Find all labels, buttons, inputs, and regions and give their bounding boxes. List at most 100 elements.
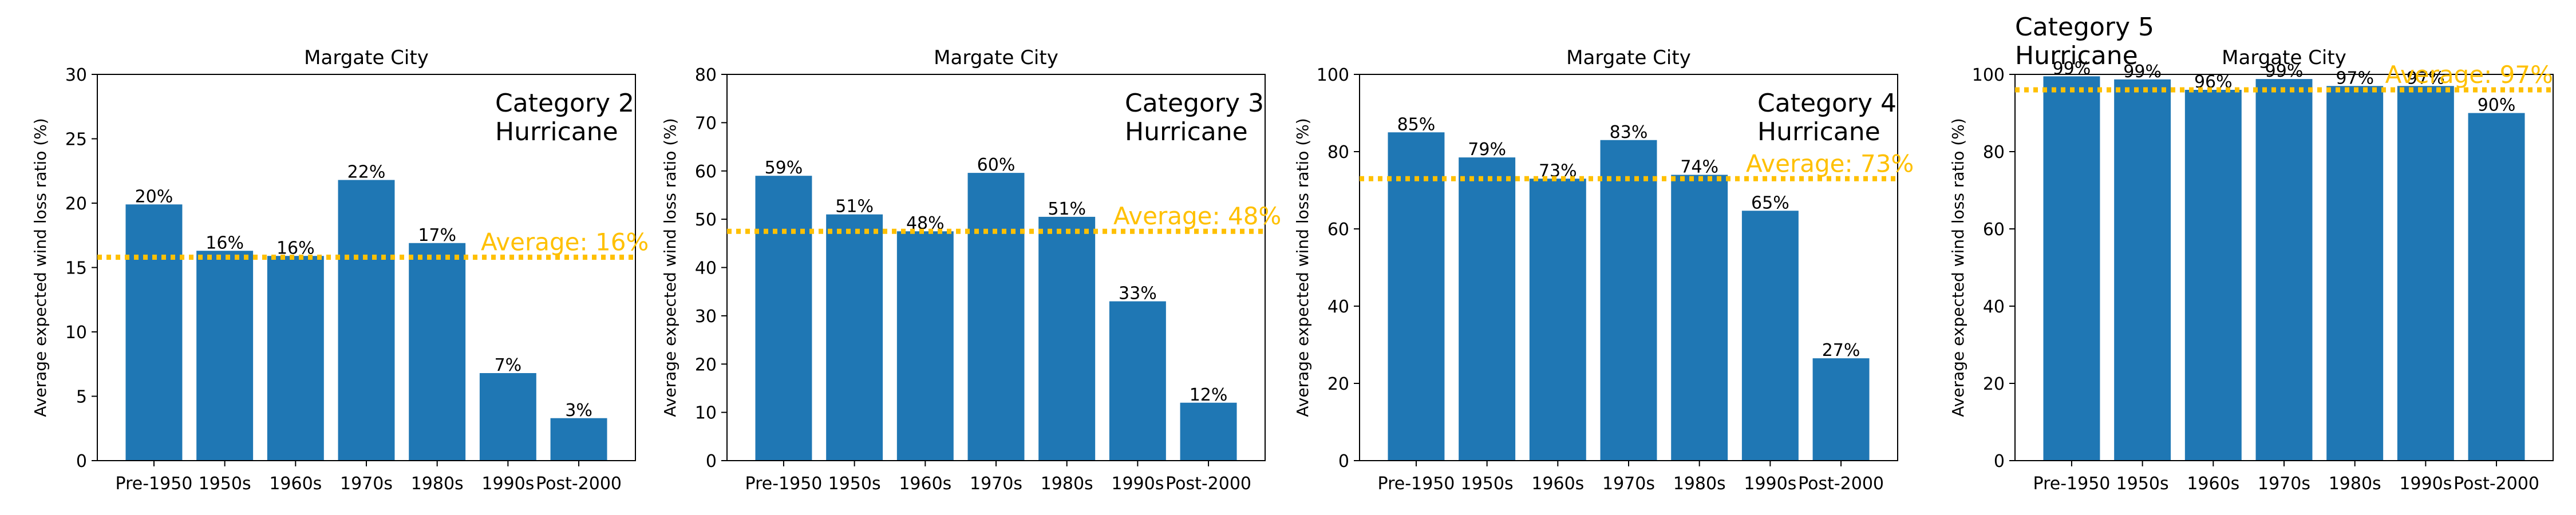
value-label: 99% bbox=[2265, 61, 2304, 81]
x-tick-label: 1970s bbox=[1602, 474, 1655, 494]
bar bbox=[2468, 113, 2525, 461]
value-label: 79% bbox=[1468, 140, 1506, 160]
chart-title: Margate City bbox=[934, 46, 1058, 69]
bar bbox=[1600, 140, 1657, 461]
value-label: 17% bbox=[418, 225, 456, 245]
category-annotation: Hurricane bbox=[495, 117, 618, 146]
x-tick-label: 1950s bbox=[2116, 474, 2169, 494]
chart-title: Margate City bbox=[1566, 46, 1691, 69]
x-tick-label: 1960s bbox=[2187, 474, 2239, 494]
chart-panel-3: 85%Pre-195079%1950s73%1960s83%1970s74%19… bbox=[1293, 46, 1914, 494]
bar bbox=[2255, 79, 2313, 461]
y-tick-label: 0 bbox=[76, 451, 87, 472]
y-tick-label: 5 bbox=[76, 387, 87, 407]
value-label: 51% bbox=[1048, 199, 1086, 219]
value-label: 22% bbox=[347, 163, 386, 183]
y-tick-label: 80 bbox=[695, 65, 717, 85]
x-tick-label: Post-2000 bbox=[1798, 474, 1884, 494]
chart-title: Margate City bbox=[2222, 46, 2346, 69]
x-tick-label: 1980s bbox=[1041, 474, 1093, 494]
x-tick-label: 1990s bbox=[481, 474, 534, 494]
x-tick-label: 1990s bbox=[2399, 474, 2452, 494]
y-tick-label: 50 bbox=[695, 210, 717, 230]
y-tick-label: 0 bbox=[706, 451, 717, 472]
x-tick-label: 1960s bbox=[899, 474, 951, 494]
bar bbox=[2043, 76, 2100, 461]
value-label: 20% bbox=[135, 187, 173, 207]
value-label: 59% bbox=[765, 158, 803, 178]
x-tick-label: 1970s bbox=[970, 474, 1022, 494]
y-tick-label: 40 bbox=[695, 259, 717, 279]
category-annotation: Hurricane bbox=[2015, 41, 2138, 70]
y-tick-label: 0 bbox=[1338, 451, 1349, 472]
y-tick-label: 60 bbox=[1327, 220, 1349, 240]
plot-frame bbox=[2014, 74, 2554, 461]
x-tick-label: Post-2000 bbox=[2453, 474, 2539, 494]
y-tick-label: 10 bbox=[695, 403, 717, 423]
category-annotation: Category 3 bbox=[1125, 89, 1264, 118]
y-tick-label: 0 bbox=[1994, 451, 2005, 472]
value-label: 3% bbox=[565, 401, 592, 421]
average-label: Average: 97% bbox=[2385, 61, 2553, 89]
value-label: 33% bbox=[1119, 284, 1157, 304]
x-tick-label: 1950s bbox=[199, 474, 251, 494]
y-axis-label: Average expected wind loss ratio (%) bbox=[661, 118, 679, 417]
y-tick-label: 80 bbox=[1327, 142, 1349, 163]
value-label: 90% bbox=[2478, 96, 2516, 116]
value-label: 7% bbox=[495, 355, 522, 375]
value-label: 60% bbox=[977, 155, 1016, 175]
y-axis-label: Average expected wind loss ratio (%) bbox=[1293, 118, 1312, 417]
bar bbox=[1038, 216, 1096, 461]
chart-panel-1: 20%Pre-195016%1950s16%1960s22%1970s17%19… bbox=[31, 46, 649, 494]
bar bbox=[550, 418, 607, 461]
value-label: 97% bbox=[2407, 68, 2445, 88]
y-tick-label: 30 bbox=[695, 307, 717, 327]
value-label: 83% bbox=[1610, 122, 1648, 142]
bar bbox=[2397, 86, 2454, 461]
category-annotation: Hurricane bbox=[1125, 117, 1248, 146]
bar bbox=[196, 251, 254, 461]
bar bbox=[409, 243, 466, 461]
value-label: 16% bbox=[206, 233, 244, 253]
bar bbox=[1812, 358, 1870, 461]
y-tick-label: 60 bbox=[695, 162, 717, 182]
value-label: 97% bbox=[2336, 68, 2374, 88]
chart-panel-4: 99%Pre-195099%1950s96%1960s99%1970s97%19… bbox=[1949, 13, 2554, 494]
value-label: 12% bbox=[1190, 385, 1228, 405]
x-tick-label: 1950s bbox=[1461, 474, 1514, 494]
chart-title: Margate City bbox=[304, 46, 429, 69]
bar bbox=[1180, 402, 1237, 461]
y-tick-label: 80 bbox=[1983, 142, 2005, 163]
bar bbox=[1459, 157, 1516, 461]
x-tick-label: Pre-1950 bbox=[2033, 474, 2111, 494]
x-tick-label: 1950s bbox=[828, 474, 881, 494]
value-label: 99% bbox=[2053, 58, 2091, 78]
bar bbox=[755, 176, 812, 461]
value-label: 85% bbox=[1397, 114, 1436, 134]
plot-frame bbox=[1359, 74, 1898, 461]
average-label: Average: 16% bbox=[481, 228, 649, 256]
bar bbox=[2184, 90, 2242, 461]
value-label: 51% bbox=[835, 197, 874, 217]
y-tick-label: 25 bbox=[65, 130, 87, 150]
category-annotation: Hurricane bbox=[1757, 117, 1880, 146]
category-annotation: Category 5 bbox=[2015, 13, 2154, 42]
y-axis-label: Average expected wind loss ratio (%) bbox=[1949, 118, 1967, 417]
bar bbox=[826, 214, 883, 461]
bar bbox=[1741, 211, 1799, 461]
average-label: Average: 48% bbox=[1113, 202, 1281, 230]
value-label: 74% bbox=[1680, 157, 1718, 177]
category-annotation: Category 2 bbox=[495, 89, 634, 118]
y-tick-label: 20 bbox=[1327, 374, 1349, 394]
bar bbox=[1388, 132, 1445, 461]
y-tick-label: 40 bbox=[1327, 297, 1349, 317]
x-tick-label: Pre-1950 bbox=[745, 474, 823, 494]
x-tick-label: Pre-1950 bbox=[116, 474, 193, 494]
plot-frame bbox=[726, 74, 1266, 461]
x-tick-label: Post-2000 bbox=[536, 474, 622, 494]
y-tick-label: 100 bbox=[1972, 65, 2005, 85]
x-tick-label: 1980s bbox=[411, 474, 464, 494]
x-tick-label: Post-2000 bbox=[1165, 474, 1251, 494]
x-tick-label: 1990s bbox=[1744, 474, 1796, 494]
